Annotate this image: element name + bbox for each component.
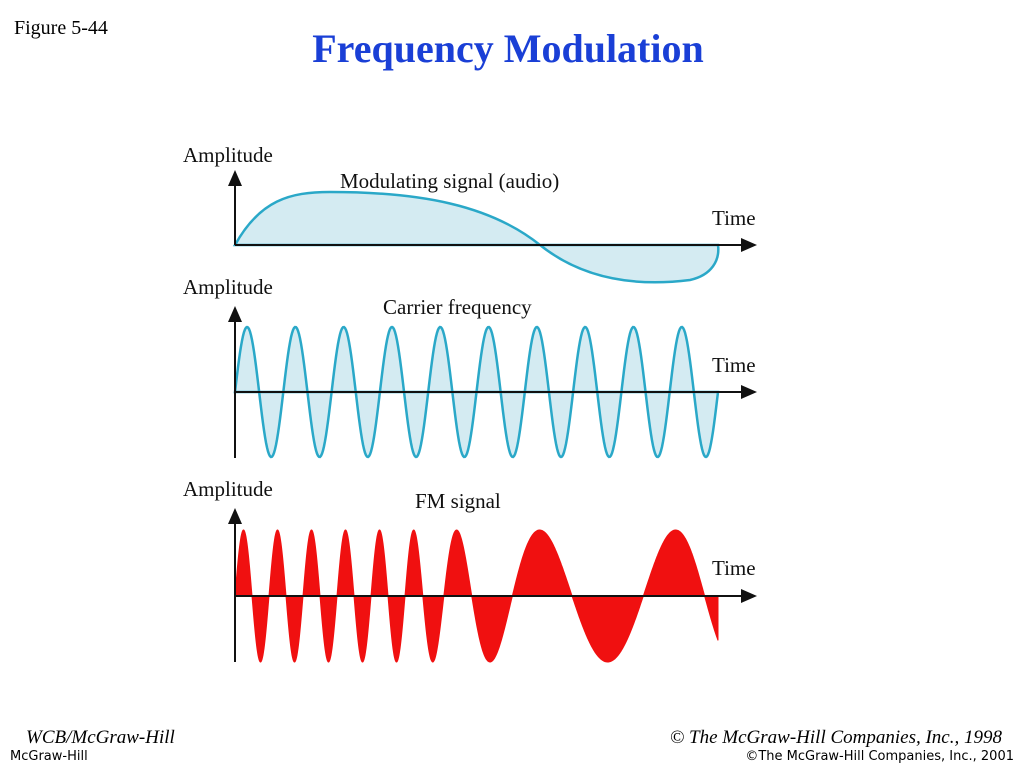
figure-label: Figure 5-44 [14,17,108,39]
caption: Carrier frequency [383,295,532,319]
y-label: Amplitude [183,275,273,299]
arrow [228,306,242,322]
caption: Modulating signal (audio) [340,169,559,193]
y-label: Amplitude [183,477,273,501]
footer-right: © The McGraw-Hill Companies, Inc., 1998 [670,727,1003,748]
footer-left: WCB/McGraw-Hill [26,727,175,748]
title: Frequency Modulation [312,26,704,71]
arrow [228,170,242,186]
footer-small-left: McGraw-Hill [10,749,88,764]
arrow [741,385,757,399]
x-label: Time [712,556,756,580]
x-label: Time [712,353,756,377]
footer-small-right: ©The McGraw-Hill Companies, Inc., 2001 [745,749,1014,764]
y-label: Amplitude [183,143,273,167]
x-label: Time [712,206,756,230]
modulating-wave [232,190,720,284]
arrow [741,238,757,252]
arrow [741,589,757,603]
arrow [228,508,242,524]
caption: FM signal [415,489,501,513]
